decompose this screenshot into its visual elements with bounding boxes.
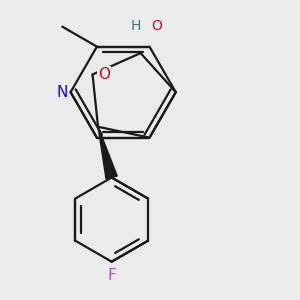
Text: N: N [56, 85, 68, 100]
Text: O: O [98, 67, 110, 82]
Text: O: O [152, 19, 162, 33]
Text: F: F [107, 268, 116, 283]
Polygon shape [98, 127, 117, 179]
Text: H: H [130, 19, 141, 33]
